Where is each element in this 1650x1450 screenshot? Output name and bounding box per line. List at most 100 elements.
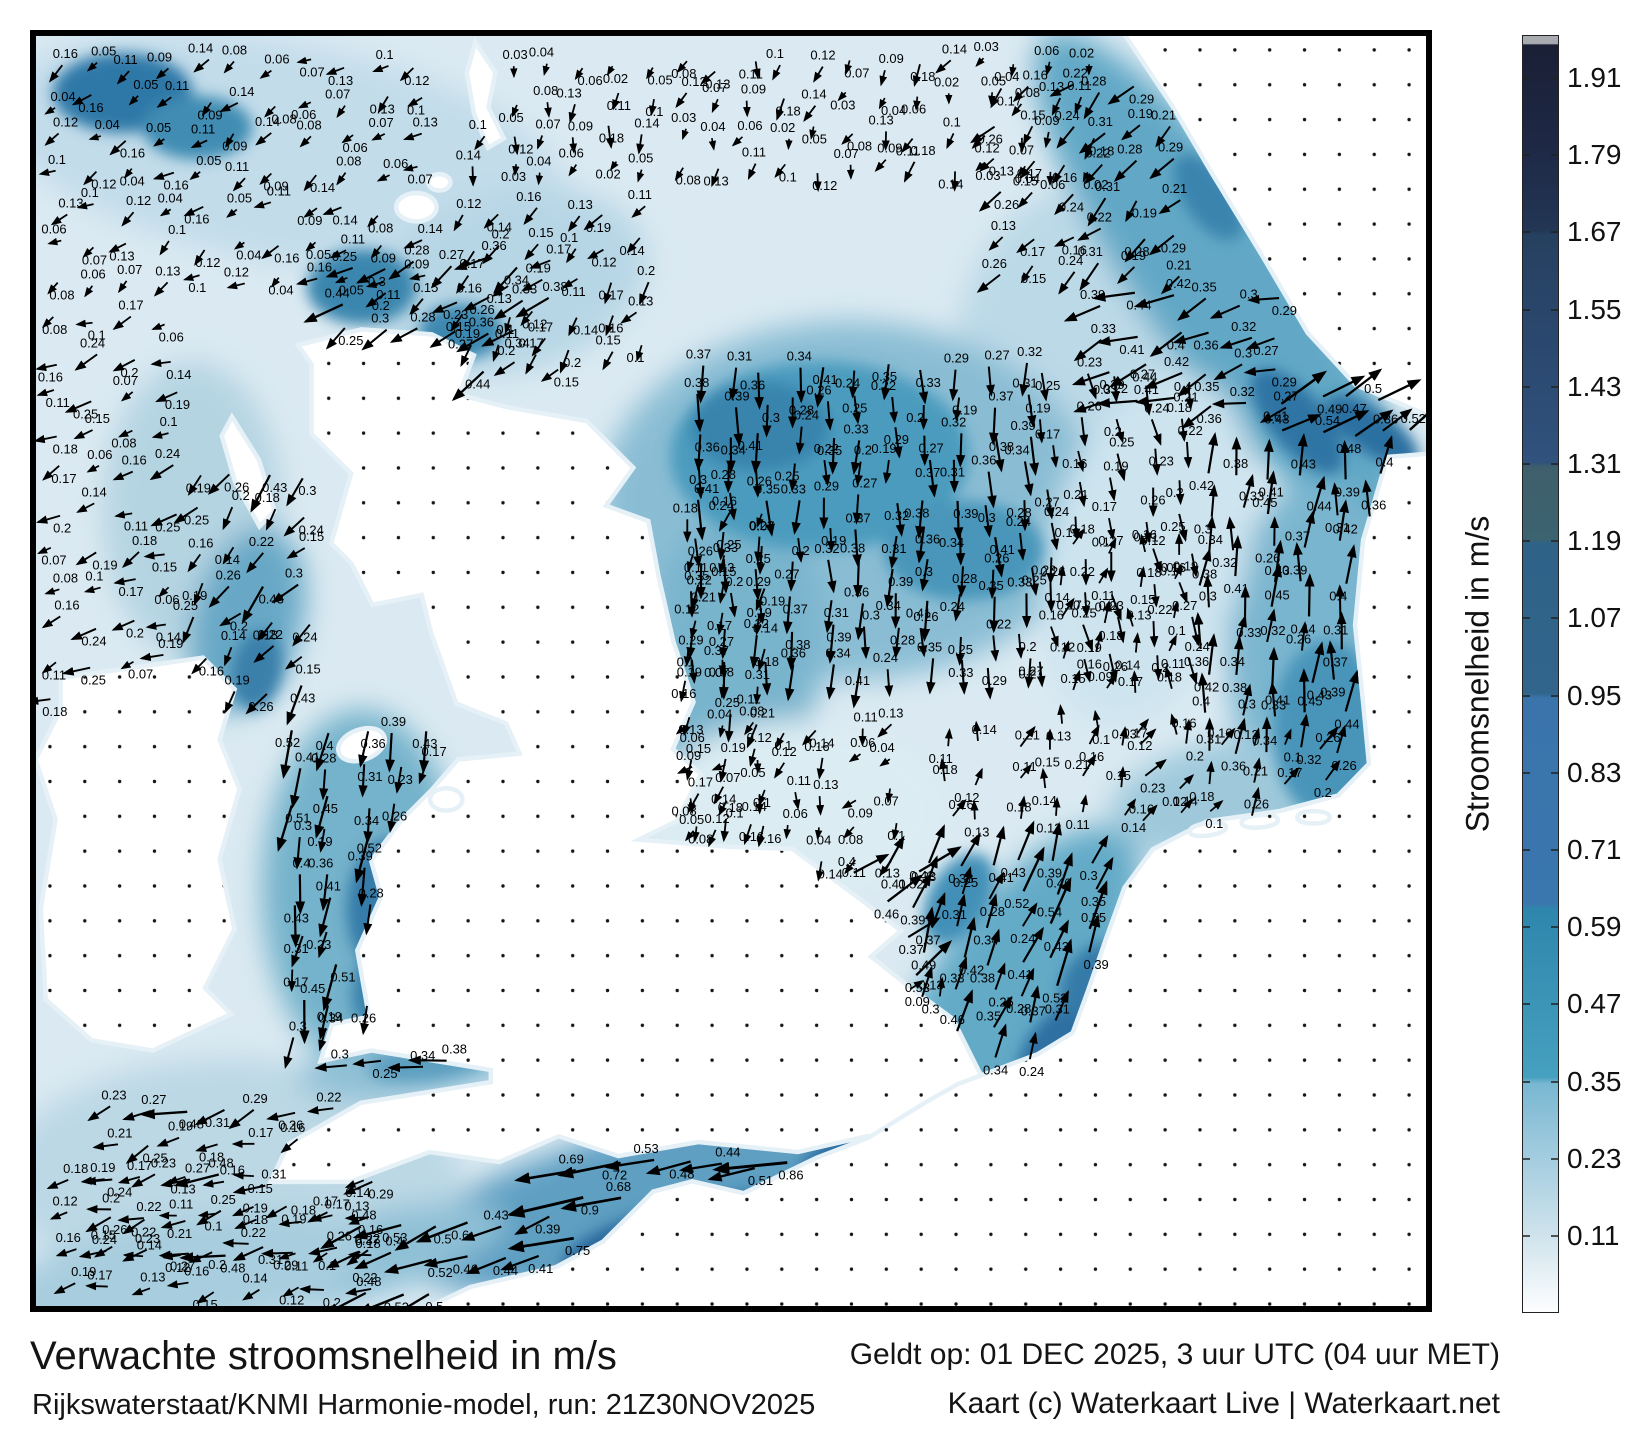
colorbar-tick-mark [1523, 849, 1530, 851]
current-arrow [987, 471, 997, 509]
current-arrow [681, 128, 689, 141]
speed-value-label: 0.08 [53, 570, 78, 585]
speed-value-label: 0.2 [323, 1295, 341, 1309]
speed-value-label: 0.03 [503, 47, 528, 62]
current-arrow [1052, 796, 1061, 816]
current-arrow [1174, 564, 1183, 580]
current-arrow [387, 1293, 430, 1309]
speed-value-label: 0.09 [371, 250, 396, 265]
speed-value-label: 0.27 [439, 247, 464, 262]
speed-value-label: 0.12 [975, 141, 1000, 156]
current-arrow [261, 245, 280, 260]
current-arrow [879, 757, 891, 767]
speed-value-label: 0.17 [1092, 499, 1117, 514]
speed-value-label: 0.19 [1128, 106, 1153, 121]
speed-value-label: 0.05 [802, 131, 827, 146]
colorbar-tick-label: 0.83 [1567, 756, 1622, 788]
speed-value-label: 0.16 [739, 829, 764, 844]
speed-value-label: 0.28 [711, 467, 736, 482]
speed-value-label: 0.19 [165, 397, 190, 412]
current-arrow [723, 462, 733, 494]
speed-value-label: 0.33 [1007, 574, 1032, 589]
speed-value-label: 0.19 [225, 672, 250, 687]
current-arrow [318, 1005, 329, 1041]
current-arrow [1181, 405, 1212, 429]
current-arrow [915, 500, 925, 540]
current-arrow [946, 132, 955, 150]
speed-value-label: 0.38 [1223, 456, 1248, 471]
current-arrow [568, 317, 578, 337]
valid-time: Geldt op: 01 DEC 2025, 3 uur UTC (04 uur… [849, 1338, 1500, 1371]
speed-value-label: 0.14 [82, 484, 107, 499]
speed-value-label: 0.45 [313, 801, 338, 816]
speed-value-label: 0.1 [1284, 749, 1302, 764]
speed-value-label: 0.39 [1037, 866, 1062, 881]
speed-value-label: 0.43 [1307, 688, 1332, 703]
current-arrow [415, 1221, 468, 1243]
current-arrow [50, 213, 68, 226]
speed-value-label: 0.13 [155, 263, 180, 278]
speed-value-label: 0.07 [41, 553, 66, 568]
speed-value-label: 0.41 [1265, 693, 1290, 708]
speed-value-label: 0.22 [871, 378, 896, 393]
current-arrow [749, 635, 760, 670]
current-arrow [108, 242, 127, 253]
colorbar-tick-mark [1551, 154, 1558, 157]
current-arrow [187, 553, 202, 573]
current-arrow [988, 236, 1004, 251]
speed-value-label: 0.11 [1067, 78, 1091, 93]
speed-value-label: 0.4 [838, 854, 856, 869]
current-arrow [1252, 757, 1262, 783]
speed-value-label: 0.27 [1098, 533, 1123, 548]
speed-value-label: 0.27 [1035, 495, 1060, 510]
speed-value-label: 0.14 [753, 620, 778, 635]
current-arrow [292, 624, 311, 647]
current-arrow [1017, 191, 1033, 209]
speed-value-label: 0.43 [1001, 865, 1026, 880]
current-arrow [928, 459, 938, 498]
speed-value-label: 0.29 [1161, 240, 1186, 255]
current-arrow [718, 800, 728, 817]
current-arrow [568, 164, 578, 177]
speed-value-label: 0.35 [917, 639, 942, 654]
speed-value-label: 0.37 [899, 942, 924, 957]
colorbar-tick-mark [1551, 1235, 1558, 1237]
current-arrow [130, 1173, 156, 1188]
current-arrow [850, 667, 862, 709]
current-arrow [1053, 236, 1075, 247]
colorbar-tick-label: 0.23 [1567, 1142, 1622, 1174]
speed-value-label: 0.31 [1088, 114, 1113, 129]
speed-value-label: 0.17 [599, 288, 624, 303]
current-arrow [909, 979, 925, 990]
colorbar-tick-mark [1523, 77, 1530, 79]
current-arrow [1250, 786, 1261, 816]
current-arrow [1138, 565, 1147, 588]
speed-value-label: 0.24 [1095, 599, 1120, 614]
current-arrow [1019, 763, 1033, 779]
current-arrow [1082, 753, 1097, 777]
current-arrow [852, 529, 862, 568]
current-arrow [837, 91, 847, 102]
speed-value-label: 0.35 [1191, 279, 1216, 294]
current-arrow [1084, 163, 1103, 185]
current-arrow [716, 612, 725, 636]
current-arrow [112, 470, 134, 481]
speed-value-label: 0.2 [1314, 785, 1332, 800]
current-arrow [329, 249, 347, 259]
current-arrow [149, 464, 174, 481]
speed-value-label: 0.25 [1035, 378, 1060, 393]
speed-value-label: 0.36 [469, 315, 494, 330]
current-arrow [939, 757, 948, 782]
speed-value-label: 0.16 [199, 663, 224, 678]
speed-value-label: 0.13 [964, 824, 989, 839]
speed-value-label: 0.14 [1032, 793, 1057, 808]
current-arrow [423, 1255, 468, 1268]
speed-value-label: 0.23 [443, 307, 468, 322]
speed-value-label: 0.36 [695, 439, 720, 454]
speed-value-label: 0.05 [740, 765, 765, 780]
speed-value-label: 0.08 [272, 111, 297, 126]
speed-value-label: 0.31 [205, 1115, 230, 1130]
speed-value-label: 0.26 [102, 1222, 127, 1237]
current-arrow [162, 1252, 181, 1261]
current-arrow [1164, 665, 1173, 689]
